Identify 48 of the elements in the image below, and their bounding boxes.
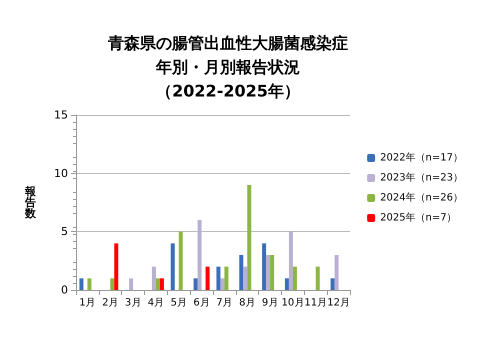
y-tick-label: 15 bbox=[54, 108, 68, 122]
bar bbox=[243, 266, 248, 290]
x-tick-label: 5月 bbox=[170, 298, 187, 308]
bar bbox=[284, 278, 289, 290]
bar bbox=[216, 266, 220, 290]
y-tick-label: 5 bbox=[61, 225, 68, 238]
legend-label: 2025年（n=7） bbox=[380, 212, 457, 224]
text: （2022-2025年） bbox=[156, 82, 300, 100]
bar bbox=[79, 278, 84, 290]
bar bbox=[224, 266, 228, 290]
x-tick-label: 1月 bbox=[79, 298, 96, 308]
bar bbox=[330, 278, 335, 290]
legend-label: 2024年（n=26） bbox=[380, 192, 463, 204]
y-tick-label: 10 bbox=[54, 166, 68, 180]
bar bbox=[156, 278, 160, 290]
bar bbox=[239, 255, 244, 290]
x-tick-label: 2月 bbox=[102, 298, 118, 308]
bar bbox=[262, 243, 266, 290]
bar bbox=[198, 220, 202, 290]
x-tick-label: 8月 bbox=[239, 298, 256, 308]
legend-label: 2023年（n=23） bbox=[380, 172, 463, 184]
x-tick-label: 10月 bbox=[282, 298, 304, 308]
bar bbox=[292, 266, 297, 290]
bar bbox=[152, 266, 156, 290]
bar bbox=[170, 243, 175, 290]
x-tick-label: 12月 bbox=[327, 298, 350, 308]
x-tick-label: 7月 bbox=[216, 298, 233, 308]
y-tick-label: 0 bbox=[61, 284, 68, 296]
x-tick-label: 11月 bbox=[304, 298, 328, 308]
bar bbox=[194, 278, 198, 290]
x-tick-label: 4月 bbox=[148, 298, 164, 308]
chart-title: 青森県の腸管出血性大腸菌感染症 bbox=[107, 34, 348, 52]
legend-label: 2022年（n=17） bbox=[380, 152, 463, 164]
bar bbox=[288, 232, 293, 290]
x-tick-label: 9月 bbox=[262, 298, 278, 308]
chart-subtitle: 年別・月別報告状況 bbox=[155, 58, 300, 76]
bar bbox=[87, 278, 92, 290]
x-tick-label: 3月 bbox=[124, 298, 142, 308]
bar bbox=[129, 278, 134, 290]
bar bbox=[114, 243, 118, 290]
bar bbox=[160, 278, 164, 290]
y-axis-title: 報告数 bbox=[24, 185, 37, 220]
x-tick-label: 6月 bbox=[193, 298, 210, 308]
bar bbox=[206, 266, 210, 290]
bar bbox=[220, 278, 224, 290]
bar bbox=[270, 255, 274, 290]
bar bbox=[334, 255, 339, 290]
bar bbox=[266, 255, 270, 290]
